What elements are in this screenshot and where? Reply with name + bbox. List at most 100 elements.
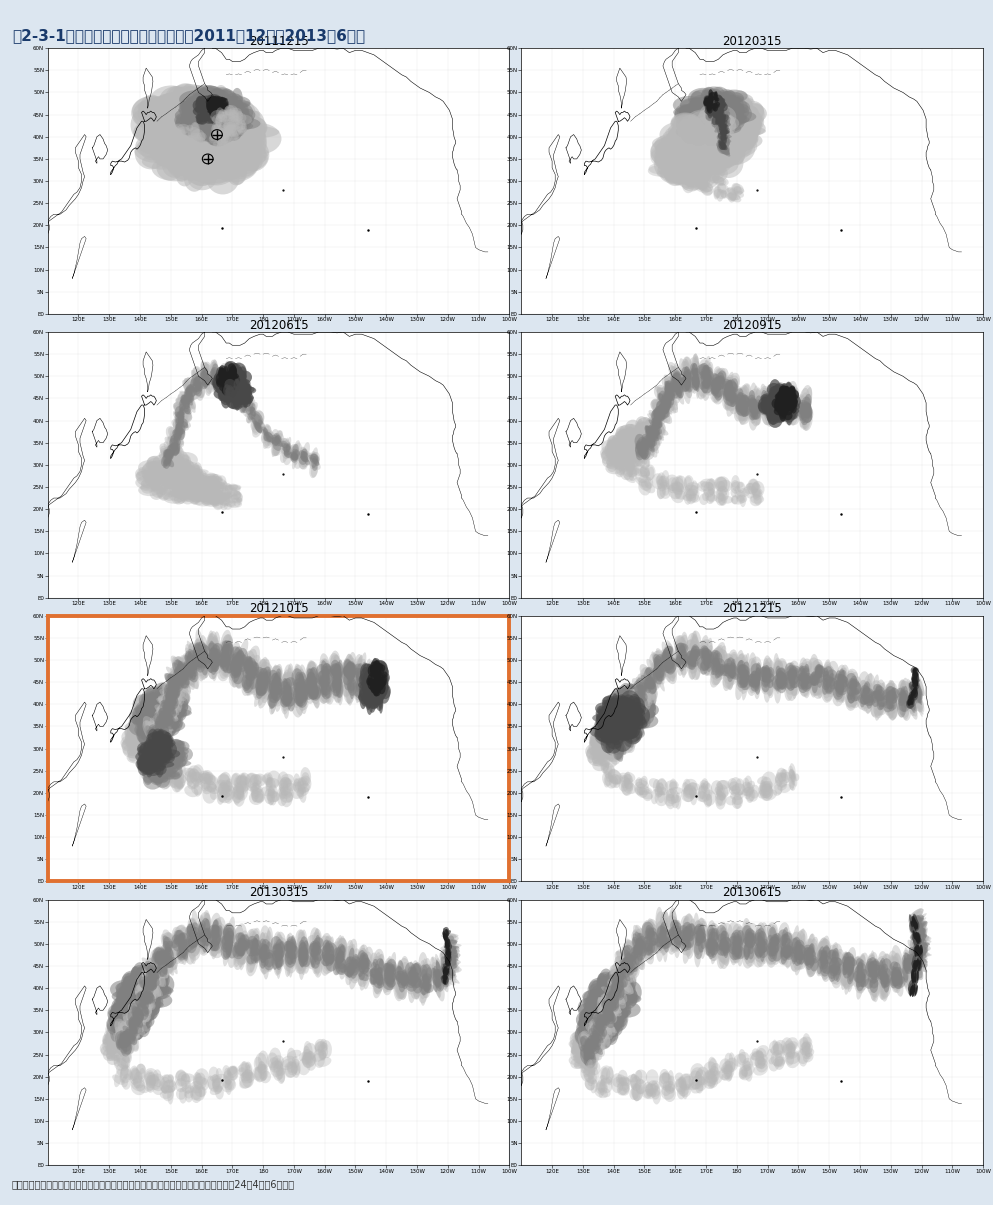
Ellipse shape <box>133 1071 142 1089</box>
Ellipse shape <box>241 399 251 412</box>
Ellipse shape <box>445 935 459 941</box>
Ellipse shape <box>725 381 738 400</box>
Ellipse shape <box>161 710 179 722</box>
Ellipse shape <box>131 1078 145 1092</box>
Ellipse shape <box>152 460 170 469</box>
Ellipse shape <box>594 1015 600 1031</box>
Ellipse shape <box>220 118 231 135</box>
Ellipse shape <box>913 941 924 952</box>
Ellipse shape <box>369 686 377 692</box>
Ellipse shape <box>668 924 676 952</box>
Ellipse shape <box>659 393 672 408</box>
Ellipse shape <box>616 694 628 717</box>
Ellipse shape <box>630 713 645 722</box>
Ellipse shape <box>685 489 694 500</box>
Ellipse shape <box>156 113 188 141</box>
Ellipse shape <box>605 1004 619 1015</box>
Ellipse shape <box>357 954 366 975</box>
Ellipse shape <box>123 743 142 758</box>
Ellipse shape <box>588 1025 604 1044</box>
Ellipse shape <box>178 415 185 424</box>
Ellipse shape <box>691 374 697 389</box>
Ellipse shape <box>354 671 362 694</box>
Ellipse shape <box>137 1004 149 1017</box>
Ellipse shape <box>695 116 716 133</box>
Ellipse shape <box>206 112 217 123</box>
Ellipse shape <box>449 958 456 966</box>
Ellipse shape <box>580 1007 599 1023</box>
Ellipse shape <box>216 99 233 113</box>
Ellipse shape <box>693 921 703 940</box>
Ellipse shape <box>580 1045 592 1062</box>
Ellipse shape <box>914 671 919 678</box>
Ellipse shape <box>378 682 390 704</box>
Ellipse shape <box>272 678 282 701</box>
Ellipse shape <box>374 660 380 670</box>
Ellipse shape <box>323 940 330 952</box>
Ellipse shape <box>743 927 750 954</box>
Ellipse shape <box>869 960 881 981</box>
Ellipse shape <box>722 134 740 161</box>
Ellipse shape <box>605 982 616 1000</box>
Ellipse shape <box>254 681 264 707</box>
Ellipse shape <box>885 699 896 716</box>
Ellipse shape <box>422 971 429 998</box>
Ellipse shape <box>383 981 393 991</box>
Ellipse shape <box>217 774 230 790</box>
Ellipse shape <box>609 1009 629 1018</box>
Ellipse shape <box>682 375 689 384</box>
Ellipse shape <box>107 1016 122 1035</box>
Ellipse shape <box>141 696 150 710</box>
Ellipse shape <box>172 445 180 454</box>
Ellipse shape <box>725 392 733 408</box>
Ellipse shape <box>286 683 292 706</box>
Ellipse shape <box>678 1084 689 1097</box>
Ellipse shape <box>108 1021 124 1031</box>
Ellipse shape <box>822 956 832 964</box>
Ellipse shape <box>663 659 670 674</box>
Ellipse shape <box>213 640 218 670</box>
Ellipse shape <box>912 676 919 682</box>
Ellipse shape <box>443 978 446 984</box>
Ellipse shape <box>680 377 686 388</box>
Ellipse shape <box>132 1003 148 1022</box>
Ellipse shape <box>160 764 170 778</box>
Ellipse shape <box>644 669 658 688</box>
Ellipse shape <box>614 721 632 729</box>
Ellipse shape <box>650 417 658 425</box>
Ellipse shape <box>305 459 310 465</box>
Ellipse shape <box>602 1010 613 1021</box>
Ellipse shape <box>163 453 171 466</box>
Ellipse shape <box>709 928 715 947</box>
Ellipse shape <box>683 146 713 157</box>
Ellipse shape <box>670 919 679 931</box>
Ellipse shape <box>386 964 395 974</box>
Ellipse shape <box>235 380 243 395</box>
Ellipse shape <box>704 154 728 172</box>
Ellipse shape <box>150 730 165 736</box>
Ellipse shape <box>916 958 919 966</box>
Ellipse shape <box>410 975 419 988</box>
Ellipse shape <box>291 453 295 460</box>
Ellipse shape <box>142 756 151 768</box>
Ellipse shape <box>785 405 795 416</box>
Ellipse shape <box>911 962 922 980</box>
Ellipse shape <box>117 1000 134 1022</box>
Ellipse shape <box>605 700 618 713</box>
Ellipse shape <box>886 695 894 710</box>
Ellipse shape <box>106 1045 111 1058</box>
Ellipse shape <box>377 668 386 680</box>
Ellipse shape <box>910 944 919 957</box>
Ellipse shape <box>132 1018 143 1033</box>
Ellipse shape <box>687 140 703 154</box>
Ellipse shape <box>595 1023 603 1034</box>
Ellipse shape <box>159 703 169 715</box>
Ellipse shape <box>594 1016 614 1036</box>
Ellipse shape <box>166 86 186 111</box>
Ellipse shape <box>245 948 258 976</box>
Ellipse shape <box>768 392 782 404</box>
Ellipse shape <box>204 104 216 112</box>
Ellipse shape <box>145 692 168 715</box>
Ellipse shape <box>778 393 786 416</box>
Ellipse shape <box>170 130 197 151</box>
